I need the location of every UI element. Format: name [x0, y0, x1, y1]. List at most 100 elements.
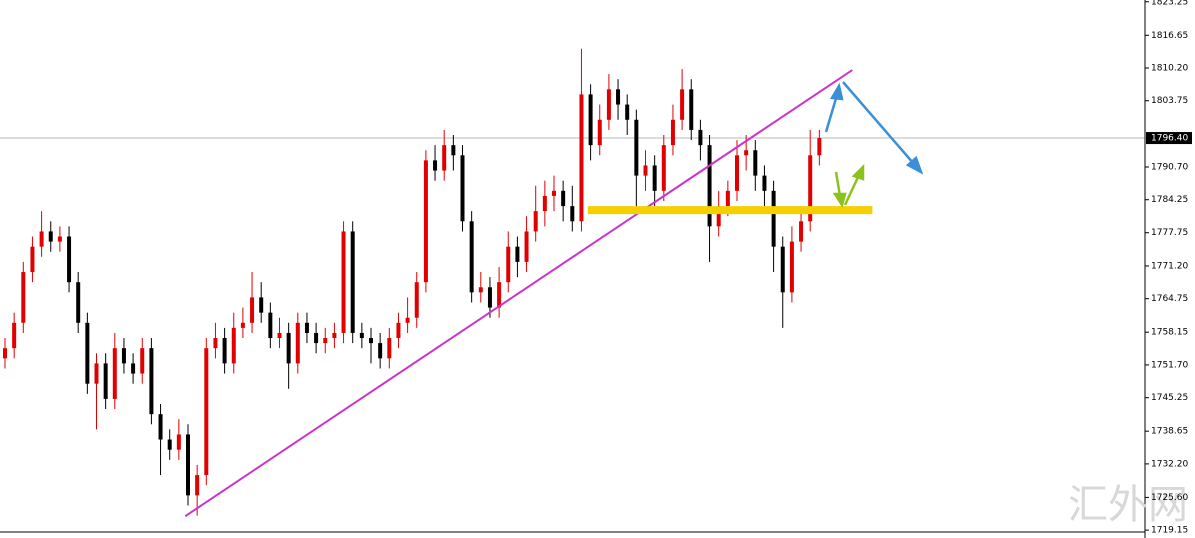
candle-body [369, 338, 373, 344]
candle-body [579, 94, 584, 222]
candle-body [487, 287, 492, 308]
candle-body [753, 150, 758, 176]
candle-body [689, 89, 694, 130]
candle-body [817, 138, 822, 156]
y-tick-label: 1777.75 [1151, 228, 1188, 238]
candle-body [643, 165, 648, 176]
candle-body [149, 348, 154, 415]
candle-body [414, 282, 419, 318]
y-tick-label: 1751.70 [1151, 360, 1188, 370]
candle-body [140, 348, 145, 374]
candle-body [57, 236, 62, 242]
candle-body [204, 348, 209, 476]
candle-body [725, 190, 730, 207]
candle-body [542, 195, 547, 212]
candle-body [286, 332, 291, 364]
candle-body [3, 348, 7, 359]
candle-body [570, 206, 575, 222]
candle-body [497, 282, 502, 308]
candle-body [231, 327, 236, 364]
candle-body [222, 338, 227, 364]
candle-body [94, 363, 99, 384]
candle-body [359, 332, 364, 339]
candle-body [616, 89, 621, 105]
candle-body [606, 89, 611, 120]
y-tick-label: 1823.25 [1151, 0, 1188, 7]
candle-body [121, 348, 126, 364]
candle-body [808, 155, 813, 222]
candle-body [625, 104, 630, 120]
candle-body [780, 246, 785, 293]
candle-body [295, 322, 300, 364]
candle-body [332, 332, 337, 339]
trend-line [184, 69, 853, 518]
candle-body [460, 155, 465, 222]
candle-body [698, 129, 703, 146]
candle-body [304, 322, 309, 333]
candle-body [744, 150, 749, 156]
candle-body [158, 414, 163, 440]
blue-arrow-down [842, 81, 924, 175]
y-tick-label: 1803.75 [1151, 96, 1188, 106]
candle-body [680, 89, 685, 120]
candle-body [396, 322, 401, 339]
candle-body [716, 206, 721, 227]
y-tick-label: 1790.70 [1151, 162, 1188, 172]
candle-body [661, 145, 666, 191]
green-arrows [832, 163, 865, 209]
candle-body [506, 246, 511, 283]
candle-body [30, 246, 35, 273]
y-tick-label: 1719.15 [1151, 526, 1188, 536]
candle-body [112, 348, 117, 399]
candle-body [378, 343, 383, 359]
plot-area [0, 48, 1145, 518]
candle-body [131, 363, 136, 374]
candle-body [588, 94, 593, 146]
y-tick-label: 1784.25 [1151, 195, 1188, 205]
candle-body [387, 338, 392, 359]
candle-body [48, 231, 53, 242]
candle-body [478, 287, 483, 293]
y-tick-label: 1816.65 [1151, 31, 1188, 41]
candle-body [277, 332, 282, 339]
candle-body [652, 165, 657, 191]
candle-body [167, 439, 172, 450]
candle-body [799, 221, 804, 242]
candle-body [597, 119, 602, 146]
candle-body [76, 282, 81, 323]
watermark: 汇外网 [1068, 482, 1188, 528]
y-tick-label: 1732.20 [1151, 459, 1188, 469]
y-tick-label: 1764.75 [1151, 294, 1188, 304]
candle-body [469, 221, 474, 293]
candle-body [670, 119, 675, 146]
candle-body [186, 434, 190, 496]
candle-body [552, 190, 556, 196]
candle-body [561, 190, 566, 207]
y-tick-label: 1745.25 [1151, 393, 1188, 403]
candle-body [405, 317, 410, 323]
candle-body [423, 160, 428, 283]
candle-body [259, 297, 264, 313]
y-tick-label: 1758.15 [1151, 328, 1188, 338]
candle-body [451, 145, 456, 156]
candle-body [39, 231, 44, 247]
candle-body [735, 155, 739, 191]
candle-body [515, 246, 520, 262]
blue-arrow-up [824, 82, 844, 133]
candle-body [771, 190, 776, 247]
candle-body [67, 236, 72, 283]
candle-body [103, 363, 108, 399]
candle-body [707, 145, 712, 227]
candle-body [341, 231, 346, 333]
candle-body [524, 231, 529, 262]
y-tick-label: 1725.60 [1151, 493, 1188, 503]
candle-body [634, 119, 639, 176]
candle-body [350, 231, 355, 333]
candle-body [12, 322, 17, 349]
candle-body [433, 160, 438, 171]
candle-body [195, 475, 200, 496]
candle-body [268, 312, 273, 339]
candle-body [213, 338, 218, 349]
candle-body [314, 332, 319, 344]
